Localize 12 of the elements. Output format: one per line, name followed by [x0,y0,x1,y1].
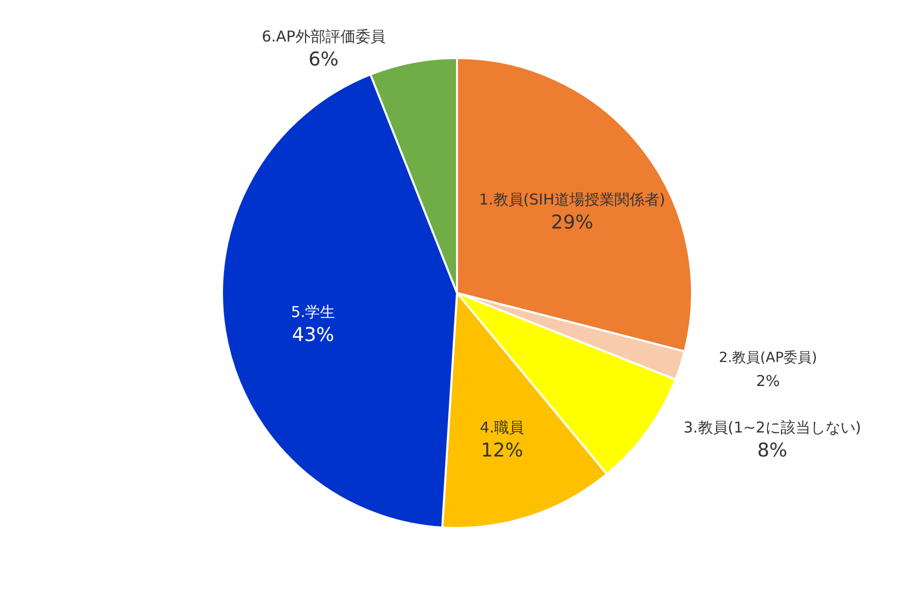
slice-label: 1.教員(SIH道場授業関係者) [479,190,666,209]
slice-label: 2.教員(AP委員) [718,350,818,366]
data-label: 6% [308,48,339,70]
data-label: 2% [756,372,780,390]
data-label: 8% [757,439,788,462]
slice-label: 5.学生 [290,302,336,321]
slice-label: 6.AP外部評価委員 [262,27,386,46]
data-label: 29% [551,212,594,234]
data-label: 43% [292,324,334,346]
data-label: 12% [480,440,524,462]
slice-label: 4.職員 [480,418,524,437]
slice-label: 3.教員(1~2に該当しない) [683,418,862,436]
